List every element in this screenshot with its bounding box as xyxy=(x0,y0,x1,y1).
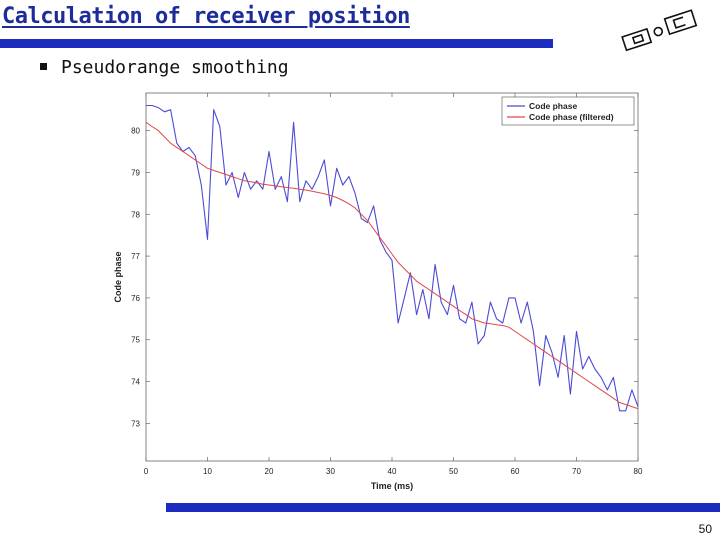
y-tick-label: 75 xyxy=(131,336,140,345)
x-tick-label: 40 xyxy=(388,467,397,476)
legend-entry: Code phase (filtered) xyxy=(529,112,614,122)
x-tick-label: 10 xyxy=(203,467,212,476)
legend-box xyxy=(501,96,635,126)
y-tick-label: 78 xyxy=(131,210,140,219)
y-tick-label: 76 xyxy=(131,294,140,303)
y-axis-label: Code phase xyxy=(113,251,123,302)
x-axis-label: Time (ms) xyxy=(371,481,413,491)
series-line-code-phase xyxy=(146,104,639,412)
slide-title: Calculation of receiver position xyxy=(2,4,410,29)
y-tick-label: 77 xyxy=(131,252,140,261)
x-tick-label: 0 xyxy=(144,467,149,476)
code-phase-chart: 0 10 20 30 40 50 60 70 80 73 74 75 76 77 78 79 80 Time (m… xyxy=(113,92,643,491)
title-underline-bar xyxy=(0,39,553,48)
page-number: 50 xyxy=(698,522,712,536)
y-tick-label: 80 xyxy=(131,127,140,136)
x-tick-label: 20 xyxy=(265,467,274,476)
x-tick-label: 60 xyxy=(511,467,520,476)
y-tick-label: 73 xyxy=(131,419,140,428)
y-tick-label: 79 xyxy=(131,168,140,177)
x-tick-label: 80 xyxy=(634,467,643,476)
bullet-item: Pseudorange smoothing xyxy=(40,57,289,78)
legend-entry: Code phase xyxy=(529,101,577,111)
bullet-square-icon xyxy=(40,62,47,70)
y-tick-label: 74 xyxy=(131,378,140,387)
x-tick-label: 50 xyxy=(449,467,458,476)
series-line-code-phase-filtered xyxy=(145,121,639,410)
footer-bar xyxy=(166,503,720,512)
x-tick-label: 30 xyxy=(326,467,335,476)
institution-logo-icon xyxy=(621,9,698,52)
plot-area xyxy=(145,92,639,462)
x-tick-label: 70 xyxy=(572,467,581,476)
bullet-text: Pseudorange smoothing xyxy=(61,57,289,78)
